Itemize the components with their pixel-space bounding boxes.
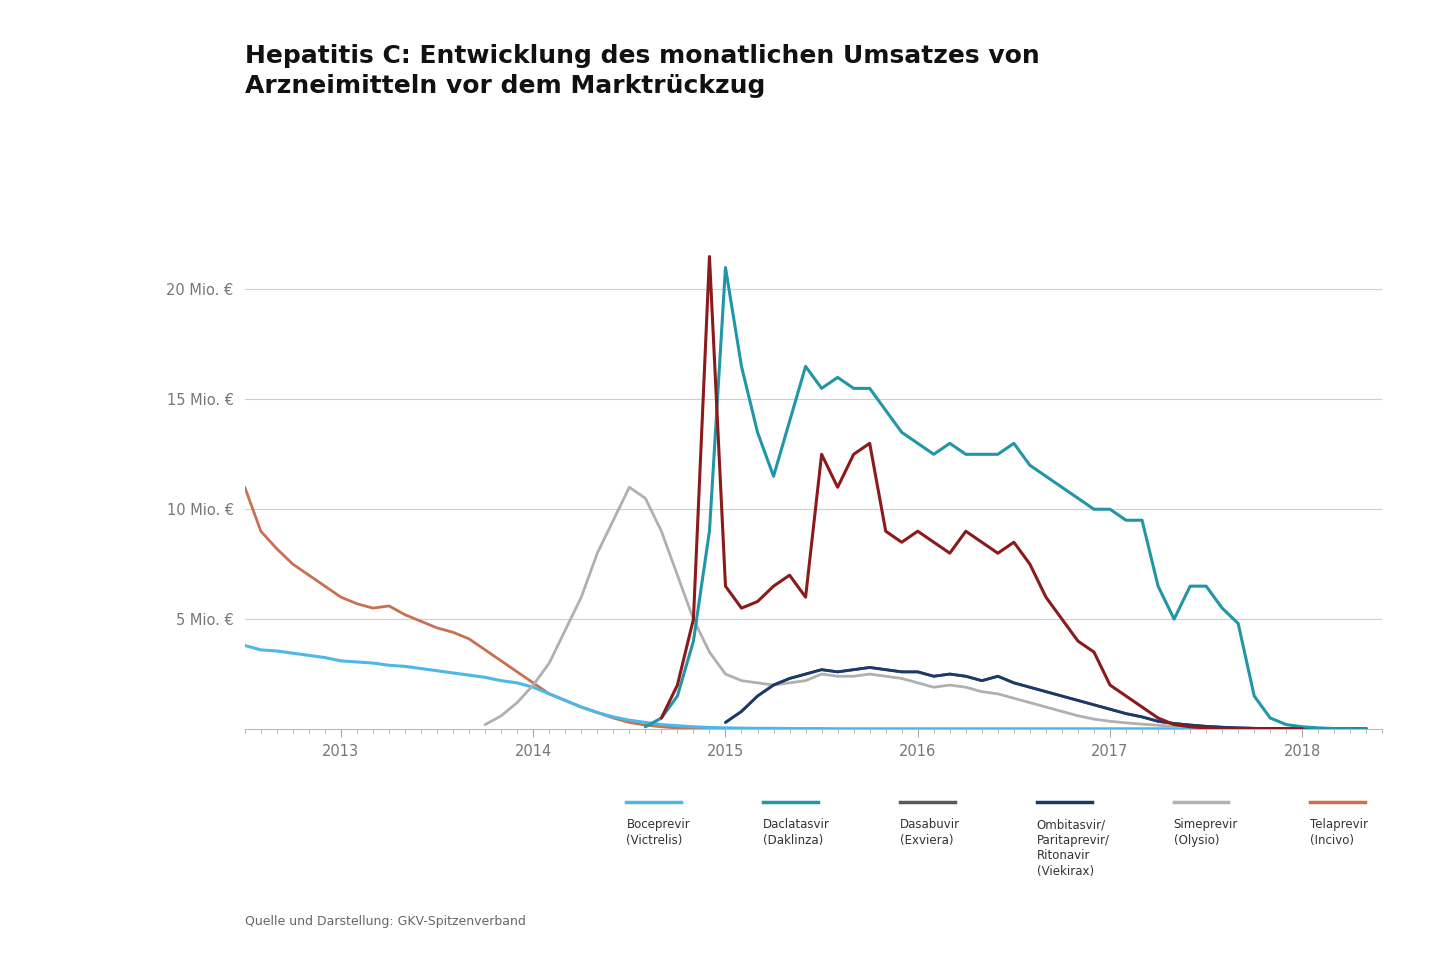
Text: Simeprevir
(Olysio): Simeprevir (Olysio)	[1174, 818, 1238, 847]
Text: Daclatasvir
(Daklinza): Daclatasvir (Daklinza)	[763, 818, 829, 847]
Text: Boceprevir
(Victrelis): Boceprevir (Victrelis)	[626, 818, 690, 847]
Text: Hepatitis C: Entwicklung des monatlichen Umsatzes von
Arzneimitteln vor dem Mark: Hepatitis C: Entwicklung des monatlichen…	[245, 44, 1040, 98]
Text: Dasabuvir
(Exviera): Dasabuvir (Exviera)	[900, 818, 960, 847]
Text: Quelle und Darstellung: GKV-Spitzenverband: Quelle und Darstellung: GKV-Spitzenverba…	[245, 916, 526, 928]
Text: Telaprevir
(Incivo): Telaprevir (Incivo)	[1310, 818, 1368, 847]
Text: Ombitasvir/
Paritaprevir/
Ritonavir
(Viekirax): Ombitasvir/ Paritaprevir/ Ritonavir (Vie…	[1037, 818, 1110, 878]
